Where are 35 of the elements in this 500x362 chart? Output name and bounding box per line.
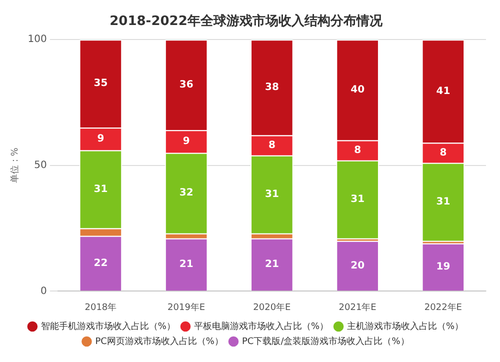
x-tick-label: 2022年E	[424, 302, 462, 313]
chart-title: 2018-2022年全球游戏市场收入结构分布情况	[110, 13, 384, 30]
legend-label: PC下载版/盒装版游戏市场收入占比（%）	[242, 336, 410, 347]
data-label: 31	[264, 188, 279, 200]
y-tick-label: 100	[28, 34, 47, 46]
legend-label: 平板电脑游戏市场收入占比（%）	[194, 320, 329, 332]
data-label: 31	[350, 194, 365, 205]
y-tick-label: 0	[40, 286, 47, 297]
x-tick-label: 2020年E	[253, 302, 292, 313]
x-tick-label: 2019年E	[168, 302, 206, 313]
data-label: 31	[94, 184, 108, 195]
data-label: 41	[436, 86, 450, 97]
data-label: 8	[268, 140, 276, 151]
data-label: 9	[182, 136, 190, 148]
legend-label: 主机游戏市场收入占比（%）	[347, 320, 464, 332]
data-label: 9	[97, 134, 104, 145]
data-label: 20	[350, 260, 365, 272]
data-label: 21	[264, 259, 279, 270]
data-label: 35	[94, 78, 108, 90]
legend-label: PC网页游戏市场收入占比（%）	[95, 336, 224, 347]
data-label: 22	[94, 258, 108, 269]
data-label: 8	[354, 144, 362, 156]
data-label: 31	[436, 196, 450, 208]
data-label: 40	[350, 84, 365, 96]
data-label: 38	[264, 82, 279, 93]
x-tick-label: 2018年	[84, 302, 117, 313]
legend-label: 智能手机游戏市场收入占比（%）	[40, 320, 176, 332]
y-axis-title: 单位：%	[10, 147, 21, 184]
data-label: 19	[436, 262, 450, 273]
data-label: 36	[179, 79, 194, 90]
data-label: 21	[179, 259, 194, 270]
x-tick-label: 2021年E	[338, 302, 377, 313]
data-label: 32	[179, 188, 194, 199]
data-label: 8	[440, 147, 447, 158]
y-tick-label: 50	[34, 160, 47, 171]
